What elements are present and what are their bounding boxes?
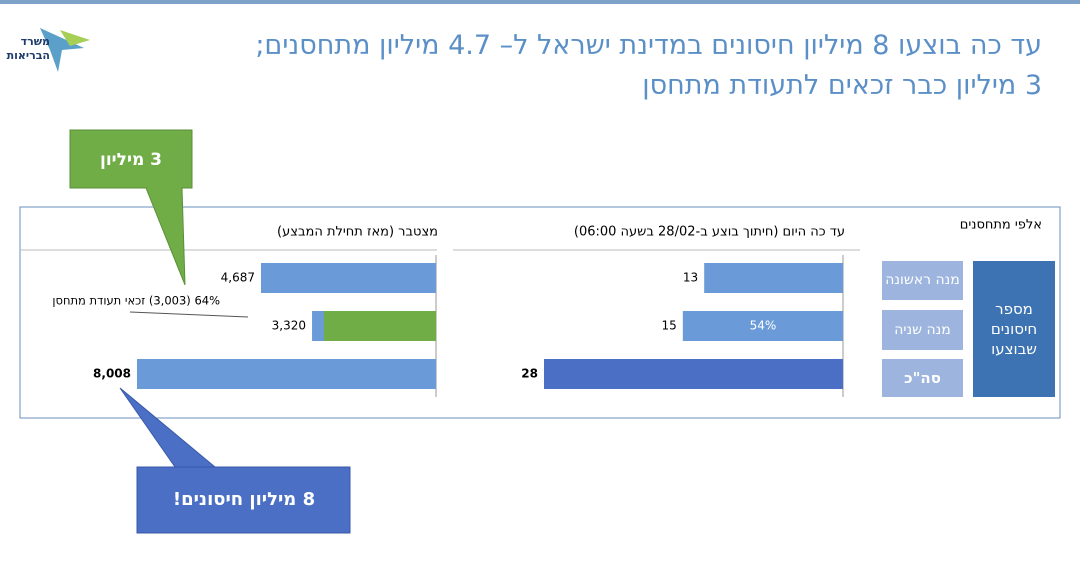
value-label: 8,008 <box>93 367 131 381</box>
logo-mark <box>60 30 90 46</box>
row-label: מנה שניה <box>882 310 963 350</box>
callout-text: 3 מיליון <box>100 150 162 170</box>
title: 3 מיליון כבר זכאים לתעודת מתחסן <box>642 70 1042 101</box>
title: עד כה בוצעו 8 מיליון חיסונים במדינת ישרא… <box>255 30 1042 61</box>
bar <box>260 263 436 293</box>
bar <box>544 359 843 389</box>
chart-title: עד כה היום (חיתוך בוצע ב-28/02 בשעה 06:0… <box>574 225 845 240</box>
unit-label: אלפי מתחסנים <box>960 218 1042 233</box>
value-label: 15 <box>662 319 677 333</box>
leader-line <box>129 311 249 318</box>
callout-text: 8 מיליון חיסונים! <box>173 489 315 510</box>
row-group-label: מספר חיסונים שבוצעו <box>973 261 1055 397</box>
value-label: 28 <box>521 367 538 381</box>
highlight-label: 64% (3,003) זכאי תעודת מתחסן <box>52 294 220 308</box>
value-label: 3,320 <box>272 319 306 333</box>
row-label: סה"כ <box>882 359 963 397</box>
highlight-bar <box>323 311 436 341</box>
value-label: 4,687 <box>221 271 255 285</box>
bar <box>682 311 843 341</box>
logo-text: משרד <box>21 35 50 48</box>
chart-title: מצטבר (מאז תחילת המבצע) <box>277 225 438 240</box>
top-bar <box>0 0 1080 4</box>
frame <box>19 206 1061 419</box>
row-label: מנה ראשונה <box>882 261 963 300</box>
callout-green <box>69 129 193 286</box>
callout-blue <box>119 387 351 534</box>
bar-annotation: 54% <box>750 319 777 333</box>
bar <box>137 359 436 389</box>
bar <box>704 263 843 293</box>
logo-mark <box>40 28 84 72</box>
logo-text: הבריאות <box>7 49 50 62</box>
value-label: 13 <box>683 271 698 285</box>
